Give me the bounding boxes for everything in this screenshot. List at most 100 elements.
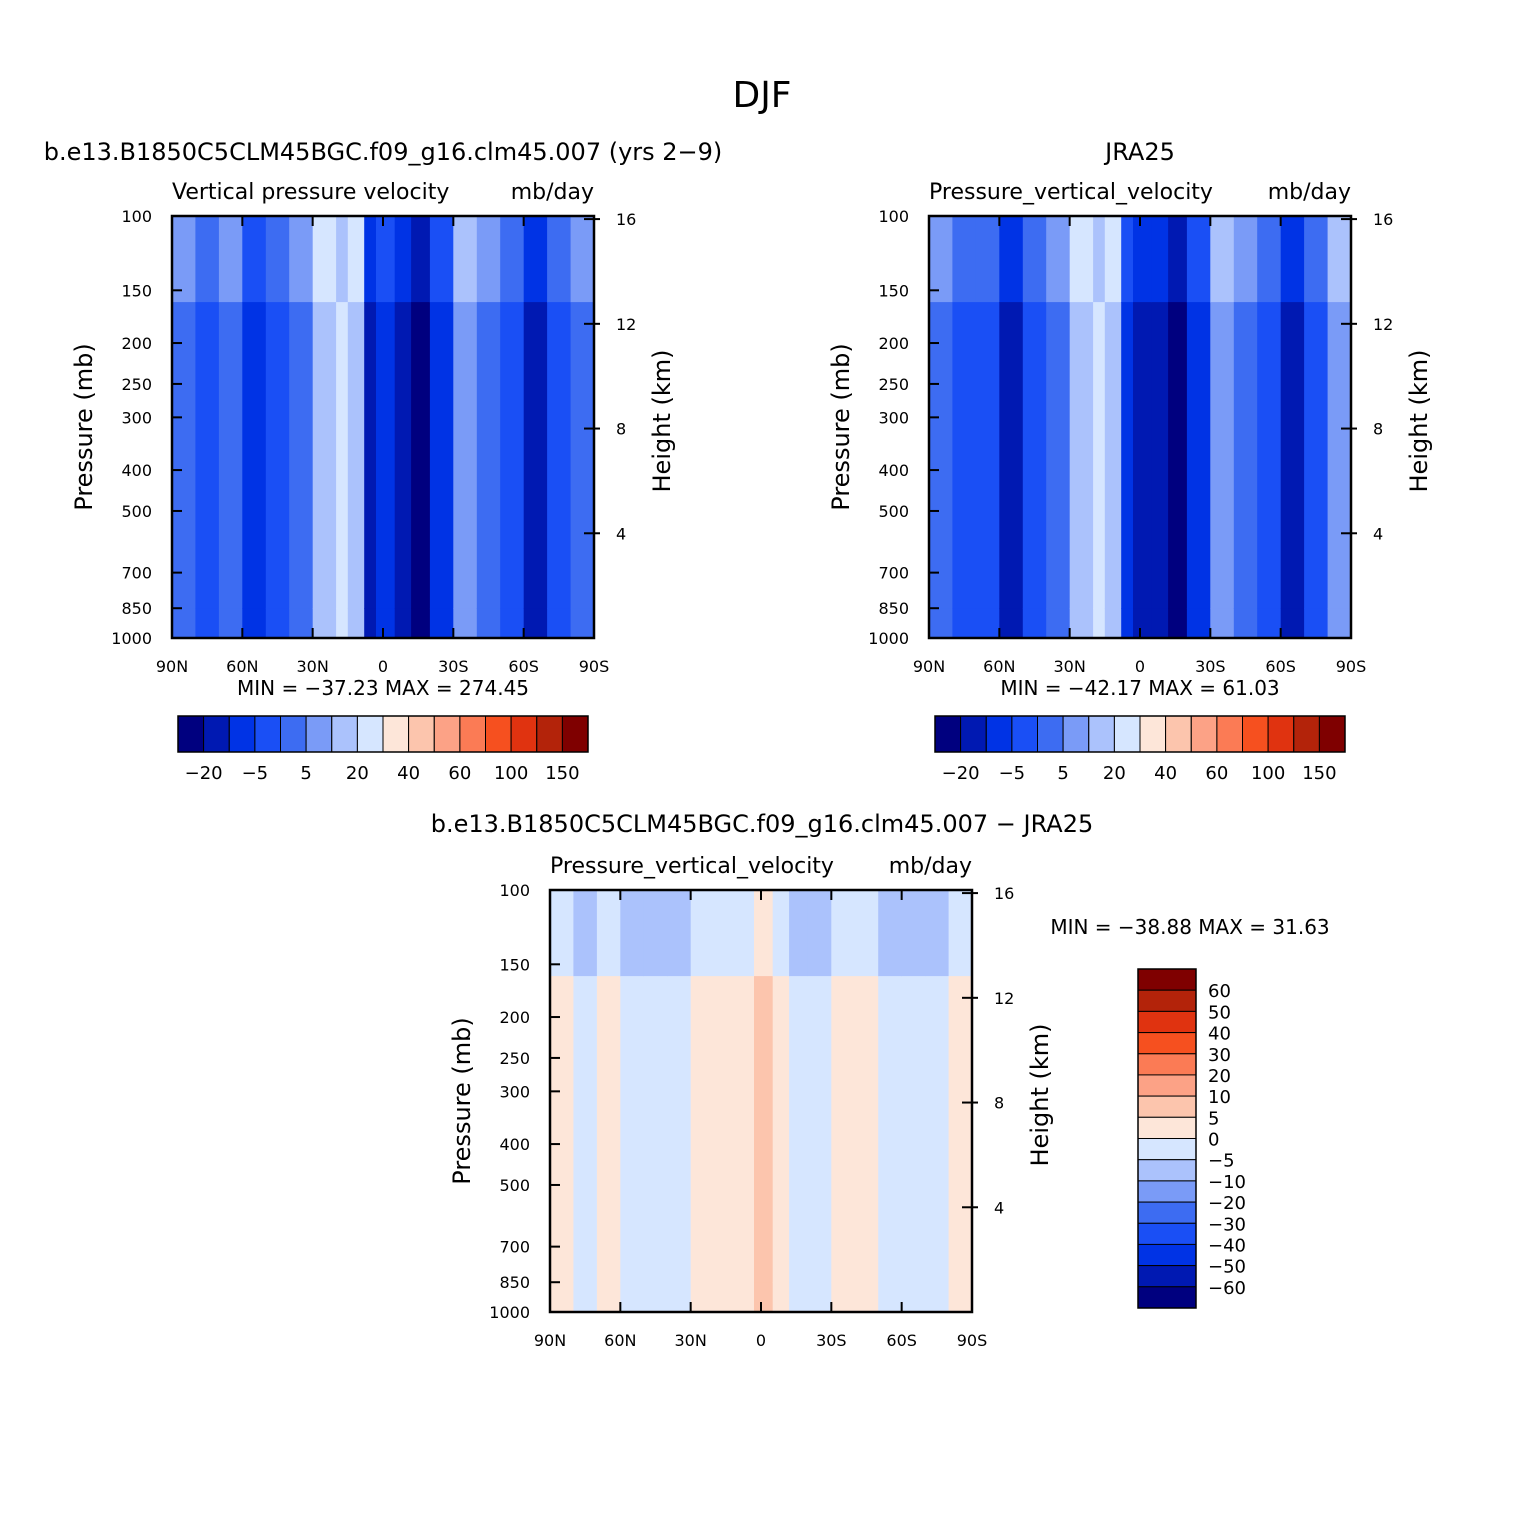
contour-fill-band [1186, 302, 1211, 609]
contour-fill-band [596, 890, 621, 977]
contour-fill-band [1151, 216, 1169, 303]
colorbar-label: 5 [300, 763, 311, 784]
contour-fill-band [336, 302, 349, 609]
contour-fill-band [1104, 216, 1122, 303]
contour-fill-band [195, 302, 220, 609]
contour-fill-band [1121, 608, 1134, 639]
contour-fill-band [1133, 608, 1153, 639]
contour-fill-band [929, 216, 953, 303]
contour-fill-band [429, 302, 454, 609]
colorbar-label: 20 [1208, 1066, 1231, 1087]
contour-fill-band [643, 890, 668, 977]
colorbar-swatch [1011, 715, 1039, 753]
colorbar-swatch [1137, 1159, 1197, 1182]
contour-fill-band [172, 302, 196, 609]
colorbar-swatch [1137, 1032, 1197, 1055]
contour-fill-band [1280, 302, 1305, 609]
contour-fill-band [620, 1282, 645, 1313]
y-tick-label: 100 [878, 207, 909, 226]
colorbar-swatch [1137, 1201, 1197, 1224]
contour-fill-band [242, 216, 267, 303]
contour-fill-band [596, 976, 621, 1283]
contour-fill-band [948, 976, 973, 1283]
contour-fill-band [878, 976, 903, 1283]
x-tick-label: 30N [1054, 657, 1086, 676]
height-tick-label: 16 [616, 210, 636, 229]
contour-fill-band [394, 216, 412, 303]
y-tick-label: 700 [121, 564, 152, 583]
contour-fill-band [643, 1282, 668, 1313]
colorbar-label: −30 [1208, 1214, 1246, 1235]
colorbar-swatch [177, 715, 205, 753]
contour-fill-band [242, 302, 267, 609]
height-tick-label: 8 [616, 420, 626, 439]
colorbar-label: 0 [1208, 1130, 1219, 1151]
contour-fill-band [347, 216, 365, 303]
colorbar-swatch [1137, 1010, 1197, 1034]
contour-fill-band [1151, 608, 1169, 639]
contour-fill-band [573, 976, 598, 1283]
contour-fill-band [336, 608, 349, 639]
contour-fill-band [772, 890, 790, 977]
colorbar-swatch [934, 715, 962, 753]
y-tick-label: 500 [499, 1176, 530, 1195]
contour-fill-band [789, 976, 809, 1283]
colorbar-label: 20 [1103, 763, 1126, 784]
contour-fill-band [1046, 302, 1071, 609]
colorbar-obs: −20 −5 5 20 40 60 100 150 [934, 715, 1346, 784]
x-tick-label: 30S [816, 1331, 847, 1350]
colorbar-frame [934, 715, 1346, 753]
x-tick-label: 60N [983, 657, 1015, 676]
panel-title: b.e13.B1850C5CLM45BGC.f09_g16.clm45.007 … [44, 138, 723, 166]
contour-fill-band [789, 1282, 809, 1313]
contour-fill-band [265, 216, 290, 303]
height-axis-title: Height (km) [1026, 1024, 1054, 1167]
contour-fill-band [218, 302, 243, 609]
height-tick-label: 12 [1373, 315, 1393, 334]
contour-fill-band [1280, 216, 1305, 303]
colorbar-swatch [1137, 1286, 1197, 1309]
colorbar-model: −20 −5 5 20 40 60 100 150 [177, 715, 589, 784]
contour-fill-band [1233, 216, 1258, 303]
colorbar-label: 40 [397, 763, 420, 784]
contour-fill-band [754, 976, 774, 1283]
contour-fill-band [690, 1282, 715, 1313]
contour-fill-band [714, 890, 739, 977]
contour-fill-band [1186, 608, 1211, 639]
contour-fill-band [476, 608, 501, 639]
contour-fill-band [453, 216, 478, 303]
colorbar-label: 40 [1208, 1024, 1231, 1045]
y-tick-label: 1000 [489, 1303, 530, 1322]
y-tick-label: 700 [499, 1238, 530, 1257]
colorbar-swatch [485, 715, 512, 753]
contour-fill-band [620, 976, 645, 1283]
colorbar-swatch [1190, 715, 1218, 753]
colorbar-swatch [203, 715, 230, 753]
panel-units-label: mb/day [511, 180, 594, 205]
panel-variable-label: Pressure_vertical_velocity [550, 854, 834, 879]
contour-fill-band [289, 608, 314, 639]
panel-model: b.e13.B1850C5CLM45BGC.f09_g16.clm45.007 … [44, 138, 723, 700]
y-tick-label: 150 [499, 955, 530, 974]
height-tick-label: 8 [1373, 420, 1383, 439]
contour-fill-band [854, 1282, 879, 1313]
y-axis-title: Pressure (mb) [448, 1017, 476, 1184]
y-tick-label: 250 [121, 375, 152, 394]
colorbar-label: 150 [1302, 763, 1336, 784]
contour-fill-band [1046, 608, 1071, 639]
contour-fill-band [807, 890, 832, 977]
colorbar-swatch [1137, 1116, 1197, 1140]
contour-fill-band [195, 216, 220, 303]
contour-fill-band [336, 216, 349, 303]
y-axis-title: Pressure (mb) [827, 343, 855, 510]
contour-fill-band [411, 302, 431, 609]
colorbar-swatch [459, 715, 486, 753]
colorbar-swatch [1088, 715, 1115, 753]
x-tick-label: 90N [534, 1331, 566, 1350]
contour-fill-band [772, 976, 790, 1283]
colorbar-swatch [1242, 715, 1269, 753]
colorbar-swatch [985, 715, 1013, 753]
contour-fill-band [772, 1282, 790, 1313]
contour-fill-band [1133, 302, 1153, 609]
x-tick-label: 0 [756, 1331, 766, 1350]
